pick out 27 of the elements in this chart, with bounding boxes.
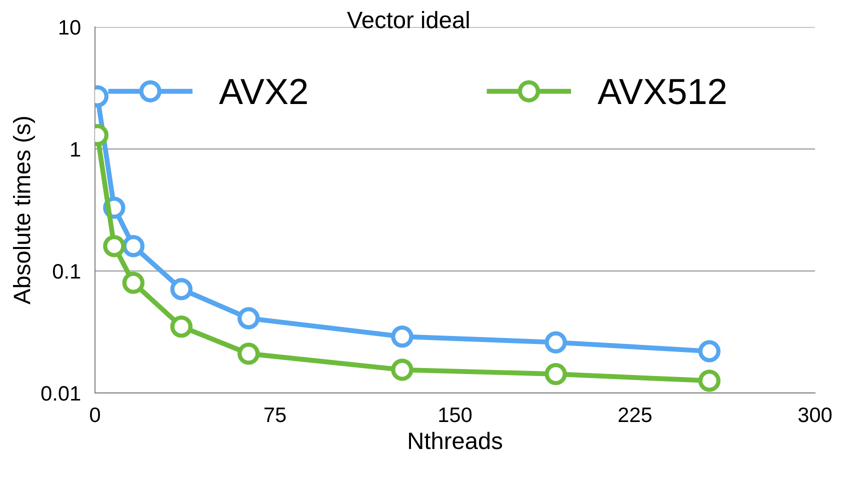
chart-title: Vector ideal [347, 10, 469, 28]
y-tick-label: 1 [71, 142, 80, 157]
point [698, 340, 721, 362]
x-axis-title: Nthreads [409, 432, 502, 450]
point [544, 362, 567, 386]
point [391, 325, 414, 348]
point [103, 234, 126, 258]
point [237, 342, 260, 365]
point [544, 331, 567, 354]
point [122, 234, 145, 258]
point [237, 307, 260, 330]
x-tick-label: 225 [618, 407, 652, 422]
y-tick-label: 10 [60, 20, 80, 35]
point [698, 370, 721, 392]
y-tick-label: 0.1 [52, 264, 80, 279]
point [122, 272, 145, 294]
point [170, 316, 193, 338]
point [391, 358, 414, 381]
point [170, 278, 193, 300]
legend-label: AVX2 [219, 78, 307, 104]
x-tick-label: 0 [90, 407, 100, 422]
x-tick-label: 300 [798, 407, 832, 422]
x-tick-label: 150 [439, 407, 472, 422]
y-axis-title: Absolute times (s) [13, 116, 35, 304]
x-tick-label: 75 [264, 408, 286, 422]
legend-label: AVX512 [598, 78, 726, 104]
y-tick-label: 0.01 [41, 386, 80, 401]
